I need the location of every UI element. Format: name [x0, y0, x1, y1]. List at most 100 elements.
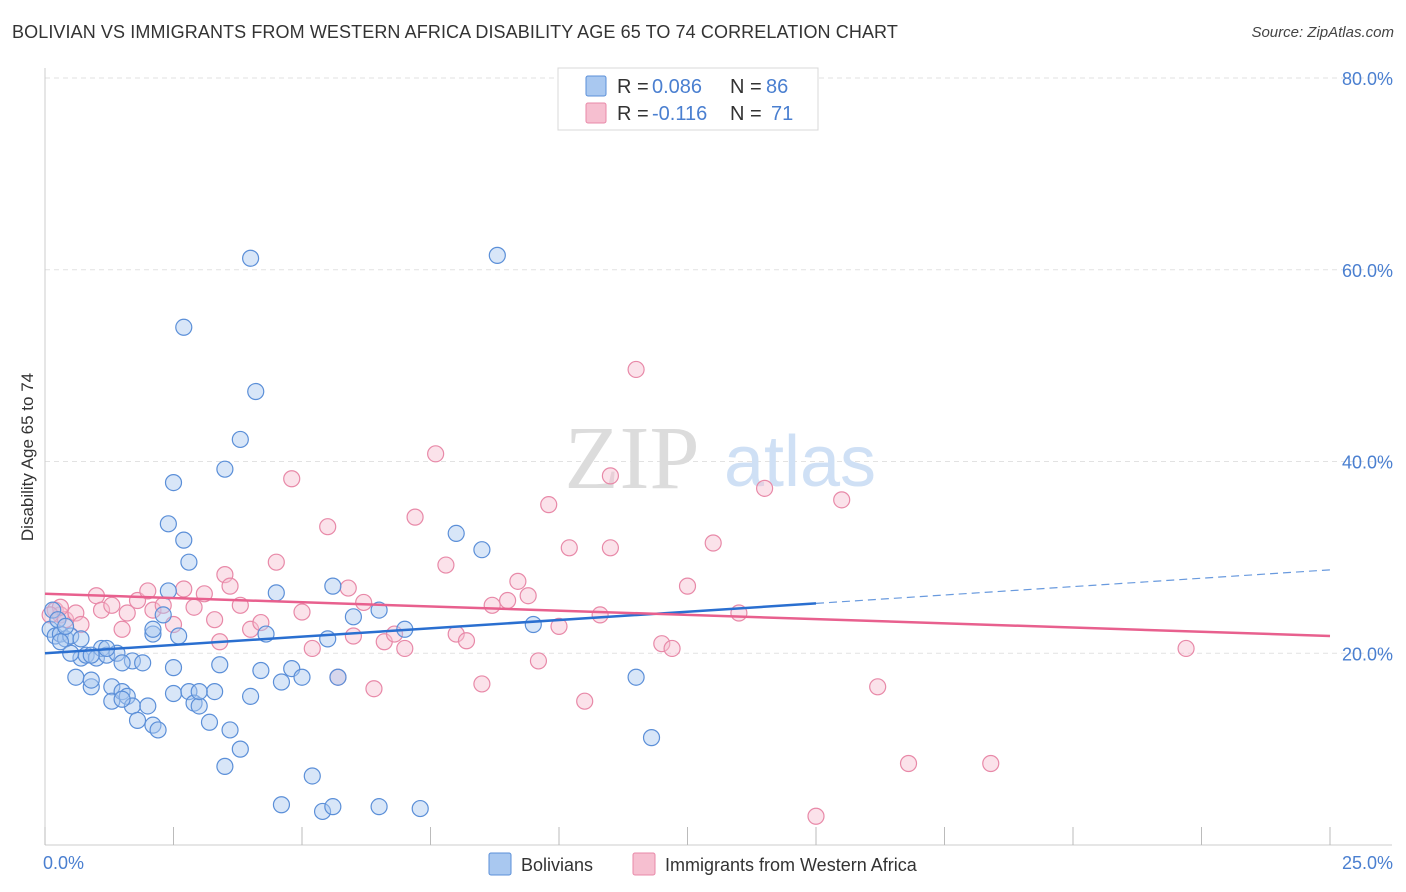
immigrant-point — [283, 470, 301, 488]
bolivian-point — [62, 644, 80, 662]
immigrant-point — [139, 582, 157, 600]
bolivian-point — [324, 577, 342, 595]
bolivian-point — [190, 697, 208, 715]
immigrant-point — [807, 807, 825, 825]
bolivian-point — [344, 608, 362, 626]
bolivian-point — [242, 687, 260, 705]
immigrant-point — [118, 604, 136, 622]
legend-swatch-immigrants — [585, 102, 607, 124]
legend-bottom: Bolivians Immigrants from Western Africa — [488, 852, 918, 876]
bolivian-point — [164, 473, 183, 492]
legend-n-value-immigrants: 71 — [771, 103, 793, 125]
bolivian-point — [164, 659, 183, 677]
bolivian-point — [72, 630, 90, 648]
bolivian-point — [56, 617, 75, 636]
bolivian-point — [411, 799, 429, 818]
immigrant-point — [267, 553, 285, 571]
bolivian-point — [128, 711, 147, 729]
bolivian-point — [216, 757, 234, 775]
immigrant-point — [355, 593, 373, 612]
immigrant-point — [560, 539, 578, 557]
bolivian-point — [62, 627, 80, 645]
immigrant-point — [365, 680, 383, 698]
immigrant-point — [833, 491, 851, 509]
bolivian-point — [252, 661, 270, 680]
bolivian-point — [221, 721, 239, 739]
legend-r-label-bolivians: R = — [617, 76, 649, 98]
immigrant-point — [509, 572, 527, 590]
bolivian-point — [134, 654, 152, 672]
bolivian-point — [170, 627, 188, 645]
legend-n-value-bolivians: 86 — [766, 76, 788, 98]
bolivian-point — [313, 802, 332, 821]
immigrant-point — [319, 518, 337, 536]
y-axis-label: Disability Age 65 to 74 — [18, 373, 37, 541]
legend-n-label-immigrants: N = — [730, 103, 762, 125]
immigrant-point — [899, 754, 918, 773]
x-tick-label: 0.0% — [43, 853, 84, 873]
bolivian-point — [324, 798, 342, 816]
immigrant-point — [755, 479, 774, 497]
bolivian-point — [67, 668, 85, 686]
y-tick-label: 60.0% — [1342, 261, 1393, 281]
bolivian-point — [627, 668, 645, 686]
bolivian-point — [200, 713, 219, 731]
chart-title: BOLIVIAN VS IMMIGRANTS FROM WESTERN AFRI… — [12, 22, 898, 42]
immigrant-point — [499, 591, 517, 610]
y-tick-label: 20.0% — [1342, 644, 1393, 664]
immigrant-point — [540, 496, 558, 514]
x-tick-label: 25.0% — [1342, 853, 1393, 873]
watermark: ZIP atlas — [565, 409, 877, 508]
bolivian-point — [164, 684, 183, 703]
legend-n-label-bolivians: N = — [730, 76, 762, 98]
legend-r-label-immigrants: R = — [617, 103, 649, 125]
bolivians-trend-extension — [815, 569, 1331, 604]
immigrant-point — [175, 580, 193, 598]
immigrant-point — [704, 534, 722, 552]
immigrant-point — [303, 639, 321, 658]
immigrant-point — [206, 611, 224, 629]
bolivian-point — [216, 460, 234, 478]
bolivian-point — [524, 615, 542, 634]
bolivian-point — [123, 652, 141, 670]
legend-bottom-label-bolivians: Bolivians — [521, 855, 593, 875]
bolivian-point — [303, 767, 321, 785]
immigrant-point — [483, 596, 501, 614]
legend-bottom-label-immigrants: Immigrants from Western Africa — [665, 855, 918, 875]
immigrant-point — [344, 627, 362, 645]
legend-r-value-bolivians: 0.086 — [652, 76, 702, 98]
immigrant-point — [653, 635, 671, 653]
y-tick-label: 40.0% — [1342, 453, 1393, 473]
bolivian-point — [319, 630, 337, 648]
y-tick-label: 80.0% — [1342, 69, 1393, 89]
immigrant-point — [242, 620, 260, 638]
legend-top: R = 0.086 N = 86 R = -0.116 N = 71 — [557, 67, 819, 131]
bolivian-point — [642, 729, 661, 747]
immigrant-point — [1177, 639, 1195, 658]
bolivian-point — [231, 430, 249, 449]
bolivian-point — [144, 625, 162, 643]
bolivian-point — [175, 531, 193, 549]
immigrant-point — [601, 539, 620, 557]
bolivian-point — [113, 654, 131, 672]
immigrant-point — [550, 617, 568, 636]
bolivian-point — [231, 740, 249, 758]
bolivian-point — [44, 601, 62, 619]
immigrant-point — [576, 692, 594, 710]
immigrant-point — [663, 639, 681, 658]
immigrant-point — [113, 620, 131, 638]
bolivian-point — [247, 382, 265, 401]
bolivian-point — [190, 682, 208, 701]
legend-r-value-immigrants: -0.116 — [652, 103, 707, 125]
immigrant-point — [293, 603, 311, 621]
bolivians-points — [41, 246, 661, 821]
immigrant-point — [427, 445, 445, 463]
bolivian-point — [154, 606, 172, 624]
immigrant-point — [457, 632, 476, 650]
watermark-atlas: atlas — [724, 422, 876, 502]
bolivian-point — [473, 541, 491, 559]
bolivian-point — [180, 553, 198, 571]
bolivian-point — [206, 682, 224, 701]
bolivian-point — [293, 668, 311, 686]
